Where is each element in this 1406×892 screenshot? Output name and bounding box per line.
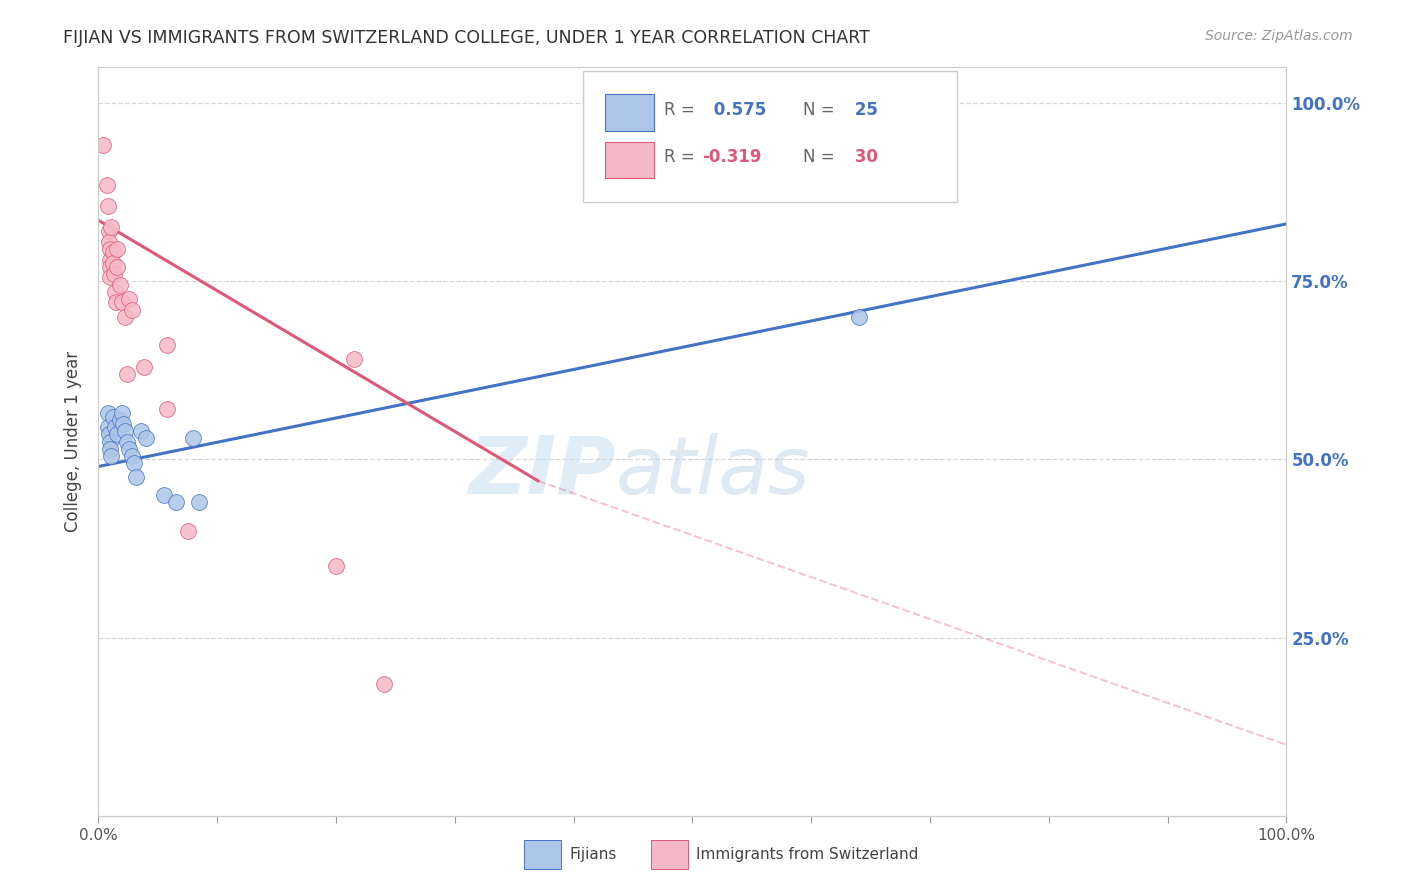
- Point: [118, 292, 141, 306]
- FancyBboxPatch shape: [605, 142, 654, 178]
- Point: [100, 220, 122, 235]
- Text: ZIP: ZIP: [468, 433, 616, 510]
- Point: [125, 470, 148, 484]
- Point: [98, 442, 121, 456]
- Text: FIJIAN VS IMMIGRANTS FROM SWITZERLAND COLLEGE, UNDER 1 YEAR CORRELATION CHART: FIJIAN VS IMMIGRANTS FROM SWITZERLAND CO…: [63, 29, 870, 46]
- Point: [183, 431, 205, 445]
- Text: N =: N =: [803, 148, 835, 166]
- Text: 0.575: 0.575: [707, 101, 766, 119]
- Point: [103, 267, 125, 281]
- Text: Fijians: Fijians: [569, 847, 617, 862]
- Point: [97, 199, 120, 213]
- Point: [118, 442, 141, 456]
- Point: [176, 524, 198, 538]
- Point: [101, 245, 124, 260]
- Point: [98, 270, 121, 285]
- Point: [114, 424, 136, 438]
- Point: [108, 277, 131, 292]
- Point: [98, 235, 121, 249]
- Point: [112, 417, 135, 431]
- Point: [98, 252, 121, 267]
- Point: [122, 456, 145, 470]
- Point: [115, 367, 138, 381]
- Point: [105, 295, 128, 310]
- Point: [91, 138, 114, 153]
- Point: [98, 427, 121, 442]
- Text: Immigrants from Switzerland: Immigrants from Switzerland: [696, 847, 918, 862]
- Point: [96, 178, 118, 192]
- Point: [121, 302, 143, 317]
- Point: [108, 413, 131, 427]
- Point: [343, 352, 366, 367]
- Point: [97, 420, 120, 434]
- Text: Source: ZipAtlas.com: Source: ZipAtlas.com: [1205, 29, 1353, 43]
- Point: [165, 495, 187, 509]
- Y-axis label: College, Under 1 year: College, Under 1 year: [65, 351, 83, 533]
- FancyBboxPatch shape: [605, 95, 654, 130]
- Point: [156, 338, 179, 352]
- Point: [152, 488, 174, 502]
- Point: [135, 431, 157, 445]
- Point: [111, 406, 134, 420]
- Point: [848, 310, 870, 324]
- Point: [104, 285, 127, 299]
- Text: R =: R =: [664, 148, 695, 166]
- Point: [104, 420, 127, 434]
- Text: 30: 30: [849, 148, 879, 166]
- Point: [188, 495, 211, 509]
- Point: [156, 402, 179, 417]
- Point: [107, 242, 129, 256]
- Point: [107, 427, 129, 442]
- Text: 25: 25: [849, 101, 879, 119]
- Point: [129, 424, 152, 438]
- Point: [132, 359, 155, 374]
- FancyBboxPatch shape: [583, 70, 957, 202]
- Point: [101, 409, 124, 424]
- Point: [115, 434, 138, 449]
- Point: [98, 260, 121, 274]
- Point: [121, 449, 143, 463]
- Point: [97, 406, 120, 420]
- Point: [100, 449, 122, 463]
- Point: [101, 256, 124, 270]
- Point: [114, 310, 136, 324]
- Point: [98, 434, 121, 449]
- Point: [98, 242, 121, 256]
- Point: [373, 677, 395, 691]
- Text: R =: R =: [664, 101, 695, 119]
- Point: [98, 224, 121, 238]
- Point: [325, 559, 347, 574]
- Text: atlas: atlas: [616, 433, 810, 510]
- Text: -0.319: -0.319: [702, 148, 762, 166]
- Point: [107, 260, 129, 274]
- Text: N =: N =: [803, 101, 835, 119]
- Point: [111, 295, 134, 310]
